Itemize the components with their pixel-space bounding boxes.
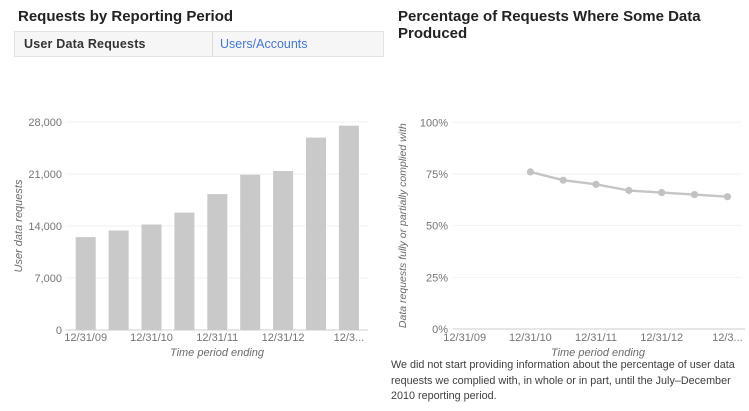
- x-axis-tick-label: 12/31/09: [443, 332, 486, 344]
- x-axis-tick-label: 12/31/09: [64, 332, 107, 344]
- chart-type-tabbar: User Data Requests Users/Accounts: [14, 31, 384, 57]
- y-axis-tick-label: 28,000: [28, 117, 62, 129]
- footnote: We did not start providing information a…: [391, 359, 735, 402]
- x-axis-title: Time period ending: [551, 347, 646, 359]
- x-axis-tick-label: 12/31/11: [575, 332, 617, 344]
- right-chart-title: Percentage of Requests Where Some Data P…: [398, 8, 701, 42]
- y-axis-tick-label: 14,000: [28, 221, 62, 233]
- data-point[interactable]: [723, 193, 731, 201]
- y-axis-tick-label: 25%: [426, 272, 448, 284]
- tab-divider: [212, 32, 213, 56]
- bar[interactable]: [338, 125, 359, 330]
- y-axis-tick-label: 50%: [426, 221, 448, 233]
- x-axis-tick-label: 12/3...: [712, 332, 743, 344]
- data-point[interactable]: [658, 189, 666, 197]
- bar[interactable]: [108, 230, 129, 331]
- bar[interactable]: [240, 174, 261, 330]
- data-point[interactable]: [559, 176, 567, 184]
- compliance-percentage-line-chart: 0% 25% 50% 75% 100% 12/31/09 12/31/10 12/31/11 1…: [397, 117, 745, 359]
- y-axis-tick-label: 21,000: [28, 169, 62, 181]
- tab-users-accounts[interactable]: Users/Accounts: [220, 37, 308, 51]
- x-axis-tick-label: 12/31/12: [640, 332, 683, 344]
- x-axis-tick-label: 12/31/12: [262, 332, 305, 344]
- user-data-requests-bar-chart: 0 7,000 14,000 21,000 28,000 12/31/09 12/31/10…: [13, 117, 368, 359]
- bar[interactable]: [174, 212, 195, 330]
- bar[interactable]: [306, 137, 326, 330]
- y-axis-tick-label: 100%: [420, 117, 448, 129]
- y-axis-title: Data requests fully or partially complie…: [397, 123, 409, 328]
- x-axis-tick-label: 12/3...: [334, 332, 365, 344]
- x-axis-tick-label: 12/31/10: [509, 332, 552, 344]
- left-chart-title: Requests by Reporting Period: [18, 8, 234, 25]
- bar[interactable]: [273, 171, 294, 330]
- data-point[interactable]: [690, 191, 699, 199]
- y-axis-tick-label: 0%: [432, 324, 448, 336]
- bar[interactable]: [75, 237, 96, 330]
- y-axis-tick-label: 75%: [426, 169, 448, 181]
- tab-user-data-requests[interactable]: User Data Requests: [24, 37, 146, 51]
- x-axis-tick-label: 12/31/11: [196, 332, 238, 344]
- data-point[interactable]: [625, 186, 633, 195]
- x-axis-tick-label: 12/31/10: [130, 332, 173, 344]
- y-axis-title: User data requests: [13, 179, 25, 272]
- y-axis-tick-label: 7,000: [34, 273, 62, 285]
- x-axis-title: Time period ending: [170, 347, 265, 359]
- data-point[interactable]: [592, 180, 600, 188]
- y-axis-tick-label: 0: [56, 325, 62, 337]
- data-point[interactable]: [526, 168, 534, 176]
- bar[interactable]: [207, 194, 228, 330]
- bar[interactable]: [141, 224, 162, 331]
